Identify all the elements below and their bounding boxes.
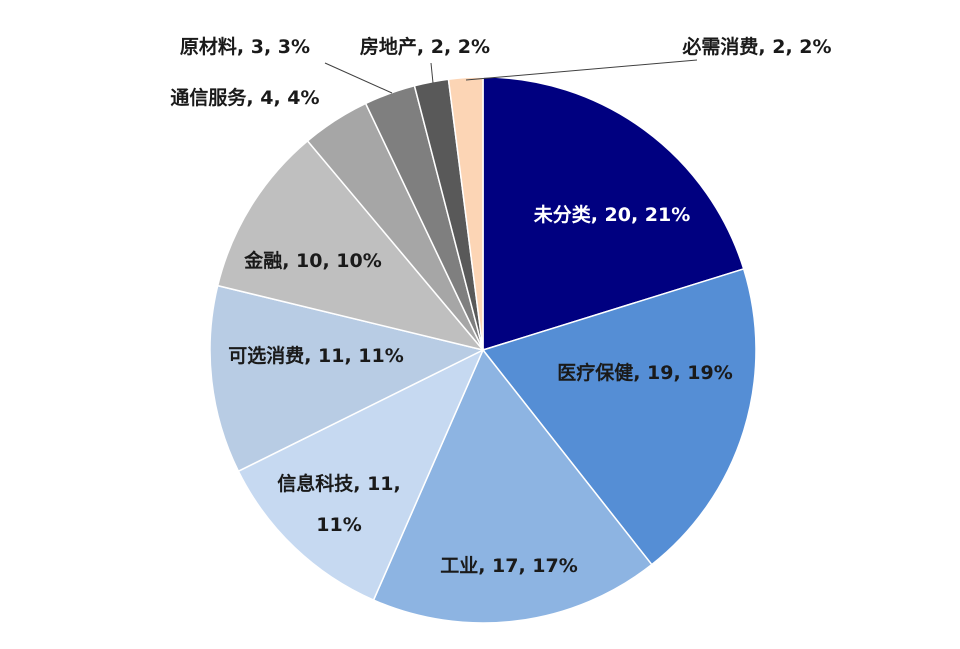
data-label-2-line-1: 医疗保健, 19, 19% xyxy=(557,361,733,384)
leader-lines xyxy=(324,59,698,94)
data-labels: 未分类, 20, 21% 医疗保健, 19, 19% 工业, 17, 17% 信息科技… xyxy=(170,35,831,577)
pie-slice-10 xyxy=(447,76,484,351)
pie-slice-2 xyxy=(481,268,757,566)
data-label-6-line-1: 金融, 10, 10% xyxy=(243,249,382,272)
data-label-3-line-1: 工业, 17, 17% xyxy=(440,555,578,577)
data-label-1: 未分类, 20, 21% xyxy=(533,203,691,226)
data-label-1-line-1: 未分类, 20, 21% xyxy=(533,203,691,226)
data-label-7: 通信服务, 4, 4% xyxy=(170,86,319,109)
data-label-5-line-1: 可选消费, 11, 11% xyxy=(228,344,404,367)
data-label-4: 信息科技, 11, 11% xyxy=(277,472,401,536)
pie-slice-5 xyxy=(209,284,486,473)
data-label-10-line-1: 必需消费, 2, 2% xyxy=(681,35,831,58)
pie-slice-6 xyxy=(216,139,486,352)
pie-slices xyxy=(209,76,757,624)
data-label-9: 房地产, 2, 2% xyxy=(360,35,490,58)
data-label-9-line-1: 房地产, 2, 2% xyxy=(360,35,490,58)
leader-line-10 xyxy=(465,59,698,81)
data-label-6: 金融, 10, 10% xyxy=(243,249,382,272)
data-label-8-line-1: 原材料, 3, 3% xyxy=(180,35,310,58)
data-label-7-line-1: 通信服务, 4, 4% xyxy=(170,86,319,109)
data-label-10: 必需消费, 2, 2% xyxy=(681,35,831,58)
pie-slice-1 xyxy=(482,76,745,352)
data-label-8: 原材料, 3, 3% xyxy=(180,35,310,58)
data-label-5: 可选消费, 11, 11% xyxy=(228,344,404,367)
data-label-3: 工业, 17, 17% xyxy=(440,555,578,577)
pie-slice-4 xyxy=(237,348,485,602)
leader-line-8 xyxy=(324,62,393,94)
data-label-4-line-2: 11% xyxy=(316,514,361,536)
pie-slice-3 xyxy=(372,348,653,624)
leader-line-9 xyxy=(430,62,434,84)
data-label-2: 医疗保健, 19, 19% xyxy=(557,361,733,384)
data-label-4-line-1: 信息科技, 11, xyxy=(277,472,401,495)
